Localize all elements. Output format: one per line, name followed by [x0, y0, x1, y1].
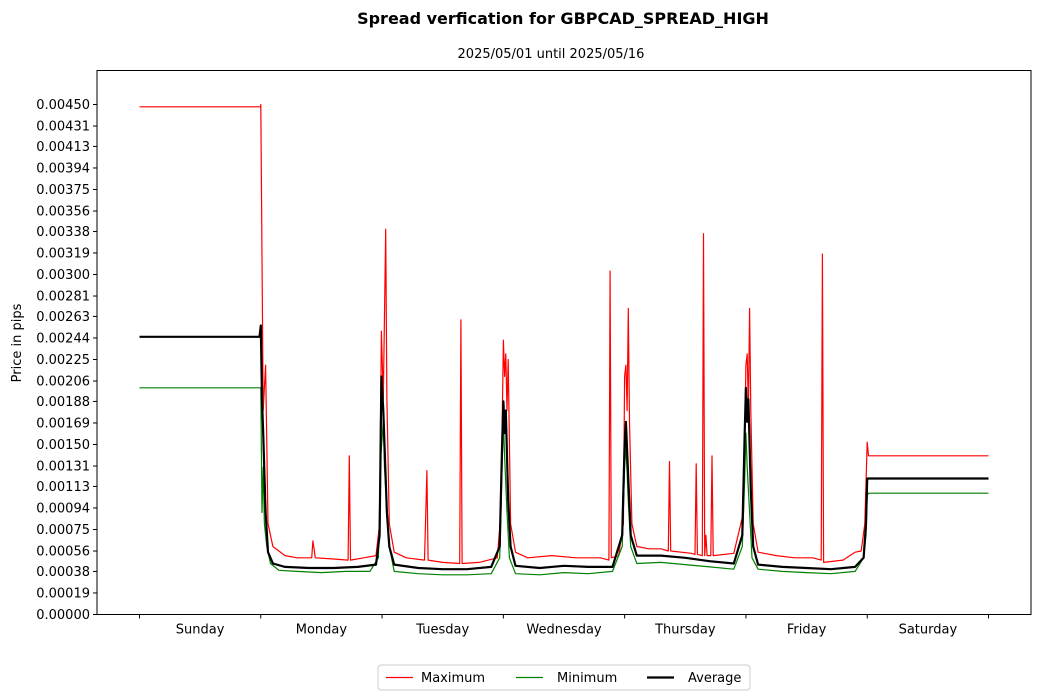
y-tick-label: 0.00319	[36, 246, 90, 261]
y-tick-label: 0.00169	[36, 416, 90, 431]
y-tick-label: 0.00150	[36, 438, 90, 453]
x-axis: Sunday Monday Tuesday Wednesday Thursday Frid…	[138, 614, 990, 638]
x-tick-label: Thursday	[654, 623, 716, 638]
y-tick-label: 0.00000	[36, 608, 90, 623]
series-line-maximum	[139, 103, 989, 565]
legend-label-average: Average	[688, 671, 741, 686]
x-tick-label: Wednesday	[526, 623, 602, 638]
y-tick-label: 0.00338	[36, 225, 90, 240]
x-tick-label: Sunday	[176, 623, 225, 638]
y-tick-label: 0.00019	[36, 586, 90, 601]
y-tick-label: 0.00131	[36, 460, 90, 475]
y-tick-label: 0.00413	[36, 140, 90, 155]
legend-label-minimum: Minimum	[557, 671, 617, 686]
legend: Maximum Minimum Average	[377, 664, 751, 691]
y-tick-label: 0.00263	[36, 310, 90, 325]
x-tick-label: Monday	[296, 623, 348, 638]
y-tick-label: 0.00450	[36, 98, 90, 113]
y-tick-label: 0.00225	[36, 353, 90, 368]
series-line-average	[139, 324, 989, 571]
series-line-minimum	[139, 387, 989, 576]
legend-label-maximum: Maximum	[421, 671, 485, 686]
y-tick-label: 0.00056	[36, 545, 90, 560]
plot-frame	[96, 70, 1032, 615]
y-tick-label: 0.00206	[36, 375, 90, 390]
series-layer	[139, 103, 989, 576]
y-tick-label: 0.00431	[36, 120, 90, 135]
legend-box	[377, 664, 751, 691]
y-axis: 0.00000 0.00019 0.00038 0.00056 0.00075 0.000…	[36, 98, 97, 623]
y-tick-label: 0.00038	[36, 565, 90, 580]
x-tick-label: Friday	[787, 623, 827, 638]
y-tick-label: 0.00375	[36, 183, 90, 198]
y-tick-label: 0.00075	[36, 523, 90, 538]
chart-subtitle: 2025/05/01 until 2025/05/16	[458, 47, 645, 62]
x-tick-label: Saturday	[899, 623, 958, 638]
y-tick-label: 0.00188	[36, 395, 90, 410]
y-tick-label: 0.00281	[36, 290, 90, 305]
y-tick-label: 0.00356	[36, 205, 90, 220]
y-tick-label: 0.00394	[36, 161, 90, 176]
chart-title: Spread verfication for GBPCAD_SPREAD_HIG…	[357, 9, 769, 28]
y-tick-label: 0.00113	[36, 480, 90, 495]
y-tick-label: 0.00094	[36, 501, 90, 516]
y-tick-label: 0.00244	[36, 331, 90, 346]
x-tick-label: Tuesday	[415, 623, 469, 638]
y-tick-label: 0.00300	[36, 268, 90, 283]
y-axis-label: Price in pips	[10, 303, 25, 382]
